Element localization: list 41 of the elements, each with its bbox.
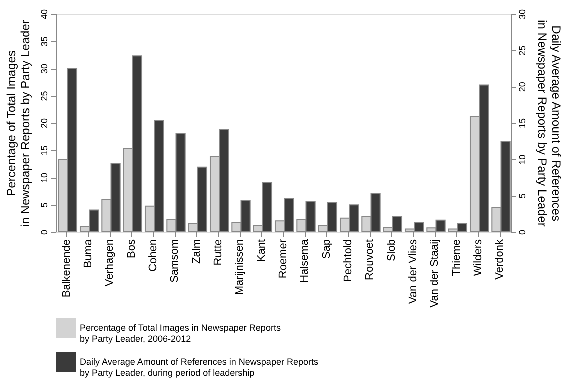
- x-tick-label: Kant: [256, 240, 268, 262]
- y-tick-label: 5: [40, 202, 50, 208]
- x-tick-label: Van der Vlies: [408, 239, 420, 304]
- y-tick-label: 25: [40, 91, 50, 102]
- y2-tick-label: 5: [518, 194, 528, 199]
- y-axis-title: Percentage of Total Images in Newspaper Reports by Party Leader: [4, 20, 32, 227]
- x-tick-label: Buma: [82, 238, 94, 268]
- x-tick-label: Zalm: [190, 240, 203, 264]
- x-tick-label: Wilders: [472, 239, 484, 276]
- y-tick-label: 10: [40, 172, 50, 184]
- y-tick-label: 20: [40, 118, 50, 129]
- x-tick-label: Slob: [386, 240, 398, 262]
- y2-tick-label: 25: [518, 46, 528, 56]
- y2-tick-label: 30: [518, 9, 528, 20]
- x-tick-label: Pechtold: [342, 240, 354, 282]
- x-tick-label: Rouvoet: [364, 240, 376, 280]
- y-tick-label: 15: [40, 146, 50, 156]
- x-tick-label: Sap: [320, 240, 333, 260]
- y2-tick-label: 0: [518, 230, 528, 236]
- x-tick-label: Cohen: [148, 240, 160, 272]
- y-tick-label: 35: [40, 36, 50, 47]
- x-tick-label: Verhagen: [104, 240, 116, 287]
- y2-tick-label: 20: [518, 82, 528, 92]
- y2-axis-title: Daily Average Amount of References in Newspaper Reports by Party Leader: [536, 20, 564, 227]
- x-tick-label: Van der Staaij: [429, 240, 442, 308]
- x-tick-label: Balkenende: [60, 240, 73, 298]
- x-tick-label: Halsema: [299, 238, 312, 283]
- y2-tick-label: 15: [518, 118, 528, 129]
- y-tick-label: 0: [40, 230, 50, 236]
- x-tick-label: Verdonk: [494, 239, 506, 280]
- y-tick-label: 40: [40, 9, 50, 20]
- x-tick-label: Marijnissen: [234, 240, 246, 296]
- y2-tick-label: 10: [518, 154, 528, 165]
- x-tick-label: Rutte: [212, 240, 224, 266]
- legend-label: Daily Average Amount of References in Newspaper Reports by Party Leader, during period of leadership: [80, 357, 319, 378]
- x-tick-label: Thieme: [450, 240, 463, 276]
- x-tick-label: Bos: [126, 239, 138, 258]
- x-tick-label: Samsom: [169, 240, 182, 283]
- y-tick-label: 30: [40, 64, 50, 74]
- legend-label: Percentage of Total Images in Newspaper Reports by Party Leader, 2006-2012: [80, 323, 282, 344]
- x-tick-label: Roemer: [278, 239, 290, 279]
